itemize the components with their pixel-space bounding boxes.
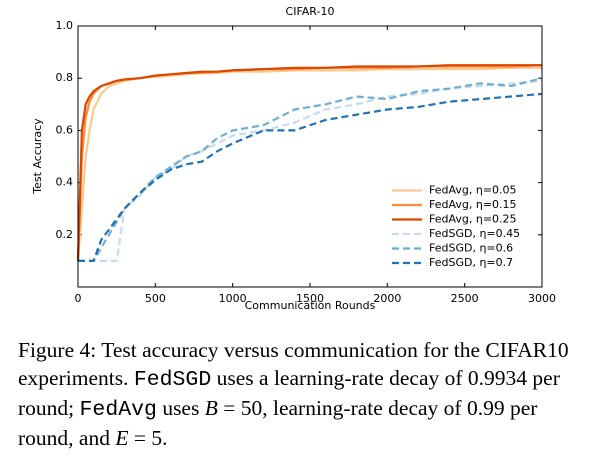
- y-tick-label: 1.0: [56, 19, 74, 32]
- caption-part: uses a learning-rate decay of 0.9934 per…: [18, 366, 560, 420]
- x-tick-label: 0: [75, 292, 82, 305]
- caption-part: uses: [156, 396, 205, 420]
- legend-label: FedSGD, η=0.7: [429, 256, 513, 269]
- caption-part: B: [204, 396, 218, 420]
- y-tick-label: 0.8: [56, 71, 74, 84]
- line-series: [76, 64, 542, 261]
- legend-label: FedSGD, η=0.6: [429, 242, 513, 255]
- chart: CIFAR-10 Communication Rounds Test Accur…: [31, 5, 556, 312]
- line-series: [78, 92, 543, 262]
- caption: Figure 4: Test accuracy versus communica…: [18, 336, 583, 452]
- caption-part: FedAvg: [79, 398, 157, 422]
- y-tick-label: 0.4: [56, 176, 74, 189]
- chart-title: CIFAR-10: [286, 5, 335, 18]
- legend-label: FedAvg, η=0.15: [429, 198, 517, 211]
- caption-part: Figure 4: Test accuracy versus communica…: [18, 338, 569, 390]
- x-tick-label: 2000: [373, 292, 401, 305]
- x-tick-label: 2500: [451, 292, 479, 305]
- caption-part: E: [115, 426, 129, 450]
- y-tick-label: 0.6: [56, 123, 74, 136]
- x-tick-label: 1500: [296, 292, 324, 305]
- caption-part: FedSGD: [133, 368, 212, 392]
- legend-label: FedAvg, η=0.05: [429, 184, 517, 197]
- x-tick-label: 3000: [528, 292, 556, 305]
- y-axis-label: Test Accuracy: [31, 118, 44, 195]
- caption-part: = 50, learning-rate decay of 0.99 per ro…: [18, 396, 538, 450]
- x-axis-label: Communication Rounds: [245, 299, 376, 312]
- x-tick-label: 1000: [219, 292, 247, 305]
- caption-part: = 5.: [128, 426, 168, 450]
- line-series: [78, 77, 543, 262]
- x-tick-label: 500: [145, 292, 166, 305]
- legend-label: FedAvg, η=0.25: [429, 213, 517, 226]
- y-tick-label: 0.2: [56, 228, 74, 241]
- plot-frame: [77, 25, 543, 288]
- legend-label: FedSGD, η=0.45: [429, 227, 520, 240]
